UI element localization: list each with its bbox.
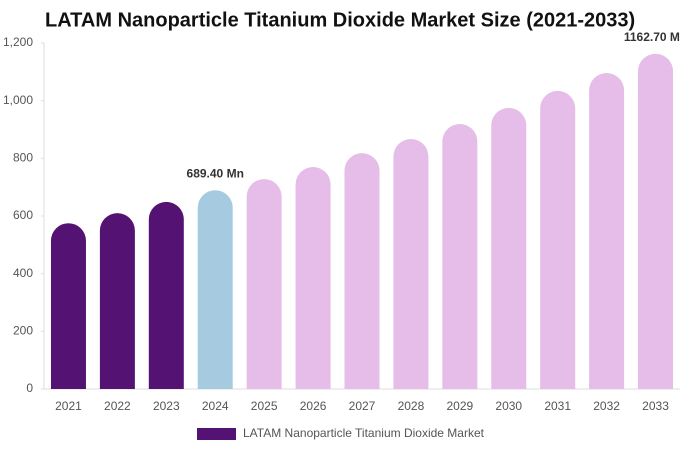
data-label: 689.40 Mn	[187, 166, 244, 180]
data-label: 1162.70 Mn	[624, 30, 680, 44]
bar	[295, 166, 331, 389]
y-tick-label: 600	[13, 208, 33, 222]
y-tick-label: 1,000	[3, 93, 33, 107]
bar	[344, 153, 380, 389]
bar	[246, 179, 282, 389]
x-tick-label: 2032	[593, 399, 620, 413]
bar	[99, 213, 135, 389]
bar	[442, 124, 478, 389]
x-tick-label: 2031	[544, 399, 571, 413]
bar	[638, 53, 674, 390]
x-tick-label: 2023	[153, 399, 180, 413]
x-tick-label: 2025	[251, 399, 278, 413]
bar	[393, 139, 429, 389]
bar	[589, 72, 625, 389]
legend-swatch	[197, 428, 236, 440]
x-tick-label: 2027	[349, 399, 376, 413]
x-tick-label: 2022	[104, 399, 131, 413]
bar	[540, 90, 576, 389]
y-tick-label: 800	[13, 151, 33, 165]
y-tick-label: 200	[13, 324, 33, 338]
bar	[50, 223, 86, 389]
y-tick-label: 0	[26, 381, 33, 395]
chart-title: LATAM Nanoparticle Titanium Dioxide Mark…	[45, 9, 635, 31]
x-tick-label: 2033	[642, 399, 669, 413]
x-tick-label: 2021	[55, 399, 82, 413]
x-tick-label: 2029	[446, 399, 473, 413]
x-tick-label: 2030	[495, 399, 522, 413]
y-tick-label: 400	[13, 266, 33, 280]
bar	[491, 107, 527, 389]
x-tick-label: 2028	[398, 399, 425, 413]
bar	[197, 190, 233, 389]
bar	[148, 201, 184, 389]
y-tick-label: 1,200	[3, 35, 33, 49]
x-tick-label: 2026	[300, 399, 327, 413]
legend-label: LATAM Nanoparticle Titanium Dioxide Mark…	[243, 426, 485, 440]
x-tick-label: 2024	[202, 399, 229, 413]
